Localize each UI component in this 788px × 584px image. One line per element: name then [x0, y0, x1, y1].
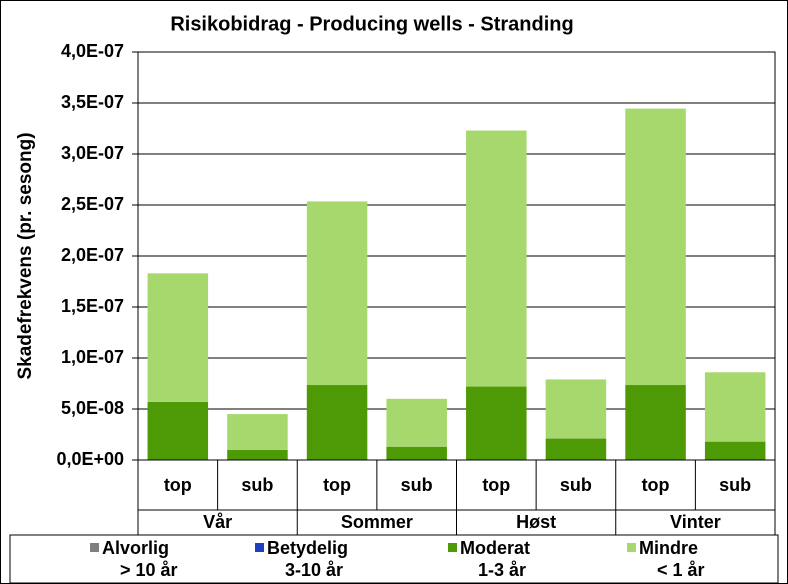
y-tick-label: 4,0E-07 — [61, 41, 124, 61]
y-axis-label: Skadefrekvens (pr. sesong) — [15, 132, 36, 379]
y-tick-label: 2,5E-07 — [61, 194, 124, 214]
bar-segment — [704, 372, 766, 442]
y-tick-label: 0,0E+00 — [56, 449, 124, 469]
chart-title: Risikobidrag - Producing wells - Strandi… — [170, 13, 573, 35]
x-tick-label: sub — [241, 475, 273, 495]
bar-segment — [704, 441, 766, 460]
y-tick-label: 5,0E-08 — [61, 398, 124, 418]
bar-segment — [625, 385, 686, 460]
legend-swatch — [90, 543, 99, 552]
legend-label: Moderat — [460, 538, 530, 558]
x-tick-label: sub — [401, 475, 433, 495]
group-label: Sommer — [341, 512, 413, 532]
bar-segment — [386, 398, 447, 447]
x-tick-label: top — [482, 475, 510, 495]
bar-segment — [147, 273, 209, 402]
y-tick-label: 2,0E-07 — [61, 245, 124, 265]
bar-segment — [625, 108, 686, 386]
group-label: Høst — [516, 512, 556, 532]
legend-box — [9, 534, 779, 584]
bar-segment — [306, 201, 368, 386]
y-tick-label: 1,0E-07 — [61, 347, 124, 367]
y-tick-label: 3,0E-07 — [61, 143, 124, 163]
group-label: Vår — [203, 512, 232, 532]
y-tick-label: 3,5E-07 — [61, 92, 124, 112]
legend-label: Betydelig — [267, 538, 348, 558]
bar-segment — [545, 438, 607, 460]
y-tick-label: 1,5E-07 — [61, 296, 124, 316]
legend-swatch — [448, 543, 457, 552]
legend-range: > 10 år — [120, 560, 178, 580]
legend-range: < 1 år — [657, 560, 705, 580]
bar-segment — [227, 449, 288, 460]
bar-segment — [466, 386, 527, 460]
bar-segment — [306, 385, 368, 460]
bar-segment — [147, 401, 209, 460]
x-tick-label: top — [323, 475, 351, 495]
bar-segment — [466, 130, 527, 387]
bar-segment — [545, 379, 607, 439]
x-tick-label: sub — [719, 475, 751, 495]
legend-swatch — [255, 543, 264, 552]
x-tick-label: sub — [560, 475, 592, 495]
legend-range: 1-3 år — [478, 560, 526, 580]
bar-segment — [227, 414, 288, 450]
x-tick-label: top — [164, 475, 192, 495]
group-label: Vinter — [670, 512, 721, 532]
legend-swatch — [627, 543, 636, 552]
bar-segment — [386, 446, 447, 460]
legend-label: Mindre — [639, 538, 698, 558]
x-tick-label: top — [642, 475, 670, 495]
legend-label: Alvorlig — [102, 538, 169, 558]
legend-range: 3-10 år — [285, 560, 343, 580]
